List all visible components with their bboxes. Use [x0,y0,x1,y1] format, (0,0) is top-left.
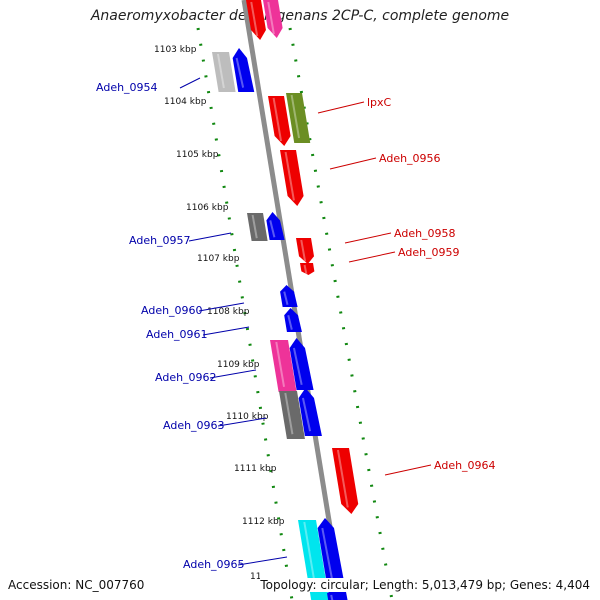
gene-label: Adeh_0960 [141,304,203,317]
gene-arrow [289,338,314,390]
label-leader-line [329,157,377,170]
gene-highlight [301,397,312,432]
gene-arrow [284,308,302,332]
tick-label: 11 [250,572,261,582]
gene-label: Adeh_0965 [183,558,245,571]
tick-label: 1108 kbp [207,307,250,317]
gene-arrow [268,96,291,146]
gene-arrow [296,238,315,264]
gene-highlight [290,94,301,139]
label-leader-line [202,326,250,336]
gene-arrow [298,388,322,436]
gene-highlight [284,151,295,201]
gene-label: Adeh_0959 [398,246,460,259]
topology-text: Topology: circular; Length: 5,013,479 bp… [260,578,590,592]
gene-highlight [336,449,349,508]
tick-label: 1110 kbp [226,412,269,422]
gene-label: Adeh_0956 [379,152,441,165]
accession-text: Accession: NC_007760 [8,578,145,592]
tick-label: 1105 kbp [176,150,219,160]
label-leader-line [198,302,245,312]
gene-arrow [286,93,311,143]
label-leader-line [384,464,432,476]
gene-arrow [266,212,285,240]
gene-highlight [216,53,225,89]
label-leader-line [188,232,232,242]
gene-highlight [235,57,245,88]
tick-label: 1109 kbp [217,360,260,370]
gene-arrow [300,263,315,275]
gene-arrow [263,0,283,38]
tick-label: 1103 kbp [154,45,197,55]
gene-highlight [269,220,276,238]
gene-arrow [280,150,304,206]
label-leader-line [348,251,396,263]
gene-label: Adeh_0958 [394,227,456,240]
gene-highlight [251,214,258,239]
tick-label: 1106 kbp [186,203,229,213]
gene-arrow [280,285,298,307]
gene-highlight [272,97,283,142]
tick-label: 1111 kbp [234,464,277,474]
gene-highlight [275,341,286,387]
label-leader-line [237,556,288,566]
tick-label: 1104 kbp [164,97,207,107]
gene-label: Adeh_0954 [96,81,158,94]
gene-highlight [292,347,303,386]
label-leader-line [317,101,365,114]
gene-arrow [327,593,341,600]
label-leader-line [179,77,201,89]
gene-arrow [232,48,255,92]
tick-label: 1107 kbp [197,254,240,264]
gene-highlight [267,1,275,35]
label-leader-line [344,232,392,244]
gene-label: Adeh_0961 [146,328,208,341]
gene-label: Adeh_0957 [129,234,191,247]
gene-highlight [250,1,259,37]
gene-arrow [270,340,297,392]
map-title: Anaeromyxobacter dehalogenans 2CP-C, com… [90,8,510,24]
gene-arrow [332,448,359,514]
gene-highlight [330,594,334,600]
gene-label: Adeh_0964 [434,459,496,472]
gene-arrow [279,391,305,439]
tick-label: 1112 kbp [242,517,285,527]
gene-arrow [246,0,266,40]
gene-arrow [247,213,268,241]
gene-highlight [300,239,307,262]
left-guide-line [196,27,294,600]
gene-highlight [303,264,308,274]
gene-label: Adeh_0963 [163,419,225,432]
gene-label: lpxC [367,96,392,109]
gene-label: Adeh_0962 [155,371,217,384]
gene-highlight [283,291,289,306]
gene-highlight [284,392,294,435]
label-leader-line [209,369,257,379]
gene-arrow [212,52,236,92]
gene-highlight [287,314,293,330]
label-leader-line [217,417,267,427]
